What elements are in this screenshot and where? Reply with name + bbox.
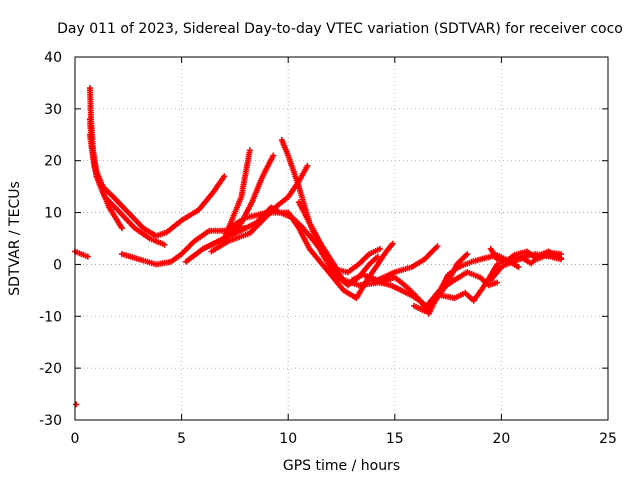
data-point — [84, 253, 91, 260]
y-tick-label: -30 — [39, 413, 62, 429]
y-tick-label: 40 — [44, 50, 62, 66]
series-track-15 — [411, 251, 471, 315]
x-tick-label: 25 — [599, 431, 617, 447]
data-point — [270, 152, 277, 159]
plot-frame — [74, 56, 609, 421]
tick-layer: 0 5 10 15 20 25 -30 -20 -10 0 10 20 30 40 — [39, 50, 617, 447]
series-track-18 — [487, 245, 565, 265]
data-point — [73, 401, 80, 408]
data-point — [376, 245, 383, 252]
chart-title: Day 011 of 2023, Sidereal Day-to-day VTE… — [57, 21, 623, 37]
y-tick-label: -10 — [39, 309, 62, 325]
series-track-1 — [86, 85, 228, 239]
y-tick-label: 0 — [53, 257, 62, 273]
data-point — [515, 264, 522, 270]
y-tick-label: 10 — [44, 206, 62, 222]
data-point — [304, 162, 311, 169]
data-point — [434, 243, 441, 250]
series-isolated-point — [73, 401, 80, 408]
data-point — [118, 225, 125, 232]
data-point — [389, 240, 396, 247]
series-track-11 — [295, 199, 383, 276]
x-tick-label: 20 — [492, 431, 510, 447]
data-point — [246, 147, 253, 154]
grid-layer — [75, 57, 608, 420]
data-point — [374, 253, 381, 260]
x-tick-label: 10 — [279, 431, 297, 447]
y-tick-label: 20 — [44, 154, 62, 170]
y-axis-label: SDTVAR / TECUs — [7, 181, 23, 296]
y-tick-label: -20 — [39, 361, 62, 377]
series-layer — [72, 85, 565, 408]
data-point — [221, 173, 228, 180]
series-track-3 — [86, 131, 125, 232]
data-point — [161, 241, 168, 248]
y-tick-label: 30 — [44, 102, 62, 118]
series-track-10 — [278, 137, 381, 289]
x-tick-label: 0 — [71, 431, 80, 447]
x-tick-label: 15 — [386, 431, 404, 447]
x-axis-label: GPS time / hours — [283, 458, 400, 474]
data-point — [464, 251, 471, 258]
data-point — [494, 279, 501, 286]
data-point — [558, 251, 565, 258]
x-tick-label: 5 — [177, 431, 186, 447]
series-track-19 — [72, 248, 91, 260]
